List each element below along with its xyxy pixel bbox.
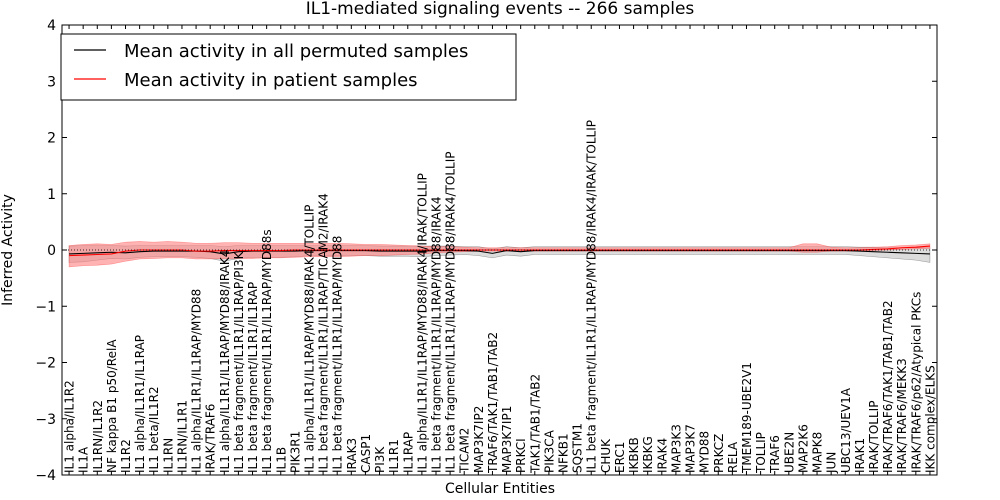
x-tick-label: IL1 alpha/IL1R1/IL1RAP/MYD88/IRAK4/IRAK/…: [415, 173, 429, 473]
x-tick-label: IL1 beta fragment/IL1R1/IL1RAP/MYD88/IRA…: [585, 120, 599, 473]
y-axis-label: Inferred Activity: [0, 194, 16, 306]
line-series-0: [69, 250, 930, 255]
y-tick-label: 1: [47, 187, 56, 203]
x-tick-label: IKBKG: [641, 436, 655, 473]
x-tick-label: MAP3K3: [669, 424, 683, 473]
x-tick-label: IRAK3: [345, 438, 359, 473]
x-tick-label: UBC13/UEV1A: [839, 387, 853, 473]
x-tick-label: UBE2N: [782, 432, 796, 473]
x-tick-label: IL1RN/IL1R1: [175, 400, 189, 473]
x-tick-label: IL1 alpha/IL1R1/IL1RAP: [133, 335, 147, 473]
x-tick-label: PIK3CA: [542, 429, 556, 473]
legend-frame: [60, 33, 517, 101]
x-tick-label: IL1 beta fragment/IL1R1/IL1RAP/MYD88: [331, 236, 345, 473]
x-tick-label: IL1 beta fragment/IL1R1/IL1RAP/MYD88/IRA…: [444, 152, 458, 473]
x-tick-label: IL1 beta/IL1R2: [147, 386, 161, 473]
x-tick-label: IRAK/TOLLIP: [867, 401, 881, 473]
x-axis-ticks: [68, 25, 931, 475]
y-tick-label: 0: [47, 243, 56, 259]
x-tick-label: MYD88: [698, 431, 712, 473]
x-tick-label: IRAK/TRAF6/TAK1/TAB1/TAB2: [881, 300, 895, 473]
x-tick-label: IL1 alpha/IL1R1/IL1RAP/MYD88: [190, 289, 204, 473]
x-tick-label: RELA: [726, 441, 740, 473]
x-tick-label: IKK complex/ELKS: [923, 365, 937, 473]
x-tick-label: NF kappa B1 p50/RelA: [105, 339, 119, 473]
x-tick-label: IL1R1: [387, 439, 401, 473]
y-tick-label: 3: [47, 74, 56, 90]
x-tick-label: IL1RN: [161, 438, 175, 473]
y-tick-label: −4: [35, 468, 56, 484]
x-tick-label: ERC1: [613, 442, 627, 473]
x-tick-labels: IL1 alpha/IL1R2 IL1A IL1RN/IL1R2 NF kappa B…: [63, 120, 938, 474]
x-tick-label: IL1RAP: [401, 432, 415, 473]
x-tick-label: IL1 beta fragment/IL1R1/IL1RAP/MYD88/IRA…: [429, 196, 443, 473]
band-series-1: [68, 241, 931, 268]
x-tick-label: CHUK: [599, 438, 613, 473]
line-series-1: [69, 245, 930, 257]
x-tick-label: IL1 beta fragment/IL1R1/IL1RAP/PI3K: [232, 250, 246, 473]
x-tick-label: MAP3K7: [684, 424, 698, 473]
x-tick-label: MAP3K7IP2: [472, 406, 486, 473]
x-tick-label: MAP2K6: [796, 424, 810, 473]
x-tick-label: PRKCZ: [712, 434, 726, 473]
legend-label-patient: Mean activity in patient samples: [124, 70, 418, 91]
x-tick-label: PIK3R1: [288, 431, 302, 473]
x-tick-label: IL1A: [77, 446, 91, 473]
x-tick-label: IL1R2: [119, 439, 133, 473]
x-tick-label: IL1 beta fragment/IL1R1/IL1RAP: [246, 282, 260, 473]
chart-title: IL1-mediated signaling events -- 266 sam…: [306, 0, 695, 19]
x-tick-label: IRAK/TRAF6/MEKK3: [895, 358, 909, 473]
y-tick-label: 2: [47, 131, 56, 147]
x-tick-label: IL1RN/IL1R2: [91, 400, 105, 473]
y-tick-label: −1: [35, 299, 56, 315]
x-tick-label: IRAK4: [655, 438, 669, 473]
x-tick-label: IL1 alpha/IL1R1/IL1RAP/MYD88/IRAK4/TOLLI…: [302, 205, 316, 473]
x-tick-label: IL1B: [274, 447, 288, 473]
x-tick-label: TICAM2: [458, 428, 472, 474]
x-tick-label: SQSTM1: [571, 423, 585, 473]
x-tick-label: IKBKB: [627, 437, 641, 473]
y-tick-label: −3: [35, 412, 56, 428]
x-tick-label: PI3K: [373, 446, 387, 473]
x-tick-label: MAPK8: [811, 432, 825, 473]
x-tick-label: TAK1/TAB1/TAB2: [528, 374, 542, 474]
x-tick-label: IL1 beta fragment/IL1R1/IL1RAP/TICAM2/IR…: [317, 193, 331, 473]
x-tick-label: IL1 alpha/IL1R1/IL1RAP/MYD88/IRAK4: [218, 250, 232, 473]
x-tick-label: TMEM189-UBE2V1: [740, 362, 754, 474]
series-lines: [69, 245, 930, 257]
x-tick-label: NFKB1: [557, 433, 571, 473]
legend: Mean activity in all permuted samples Me…: [60, 33, 517, 101]
x-tick-label: TRAF6: [768, 435, 782, 474]
legend-label-permuted: Mean activity in all permuted samples: [124, 41, 468, 62]
x-tick-label: TOLLIP: [754, 432, 768, 474]
x-tick-label: MAP3K7IP1: [500, 406, 514, 473]
y-tick-label: −2: [35, 356, 56, 372]
x-tick-label: JUN: [825, 452, 839, 474]
x-tick-label: IL1 alpha/IL1R2: [63, 380, 77, 473]
x-tick-label: CASP1: [359, 434, 373, 473]
x-tick-label: TRAF6/TAK1/TAB1/TAB2: [486, 332, 500, 474]
y-axis-ticks: −4 −3 −2 −1 0 1 2 3 4: [35, 18, 937, 484]
x-tick-label: IRAK1: [853, 438, 867, 473]
x-tick-label: IL1 beta fragment/IL1R1/IL1RAP/MYD88s: [260, 229, 274, 473]
x-tick-label: IRAK/TRAF6: [204, 404, 218, 473]
x-axis-label: Cellular Entities: [445, 481, 555, 497]
x-tick-label: PRKCI: [514, 438, 528, 473]
y-tick-label: 4: [47, 18, 56, 34]
x-tick-label: IRAK/TRAF6/p62/Atypical PKCs: [909, 292, 923, 473]
